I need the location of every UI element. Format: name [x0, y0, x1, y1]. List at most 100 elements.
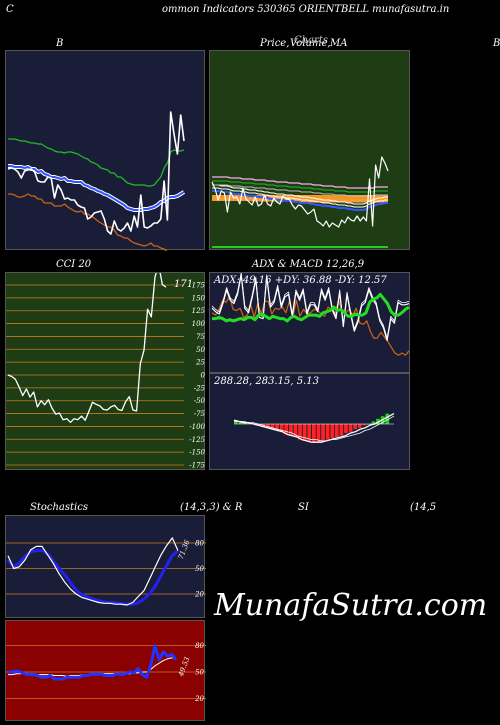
adx-line [212, 292, 410, 323]
cci-chart: 175 150 125 100 75 50 25 0 -25 -50 -75 -100 -125 -150… [6, 273, 206, 470]
macd-histogram-bar [284, 424, 289, 435]
price-line [7, 111, 185, 235]
macd-histogram-bar [293, 424, 298, 437]
macd-histogram-bar [234, 420, 238, 424]
minus-dy-line [211, 296, 410, 356]
cci-tick-label: -25 [194, 384, 206, 392]
cci-tick-label: 100 [192, 320, 206, 328]
cci-tick-label: 25 [195, 359, 205, 367]
rsi-value-label: 49.53 [177, 655, 192, 678]
rsi-chart: 80 50 20 49.53 [6, 642, 206, 703]
stoch-label: Stochastics [30, 502, 88, 513]
macd-values: 288.28, 283.15, 5.13 [214, 376, 319, 387]
stoch-k-line [7, 537, 179, 606]
cci-label: CCI 20 [56, 259, 92, 270]
macd-histogram-bar [275, 424, 279, 431]
ma-line-grey [212, 184, 388, 197]
macd-chart [233, 413, 395, 443]
macd-histogram-bar [321, 424, 325, 441]
cci-tick-label: 150 [192, 294, 206, 302]
macd-histogram-bar [376, 418, 380, 424]
macd-histogram-bar [325, 424, 330, 440]
ma-line-green [212, 180, 388, 193]
si-label: SI [298, 502, 309, 513]
macd-histogram-bar [348, 424, 353, 432]
cci-tick-label: 125 [192, 307, 206, 315]
ma-line-white [212, 184, 388, 205]
adx-chart [211, 273, 410, 356]
bb-label: B [56, 38, 64, 49]
macd-histogram-bar [302, 424, 307, 441]
macd-histogram-bar [339, 424, 344, 436]
cci-tick-label: 0 [201, 372, 206, 380]
right-cut-label: B [493, 38, 500, 49]
plus-dy-line [211, 274, 410, 342]
macd-histogram-bar [316, 424, 321, 443]
cci-line [7, 273, 167, 423]
macd-histogram-bar [344, 424, 348, 434]
cci-panel: 175 150 125 100 75 50 25 0 -25 -50 -75 -100 -125 -150… [5, 272, 206, 470]
macd-histogram-bar [266, 424, 270, 428]
cci-value-label: 171 [174, 279, 193, 290]
macd-panel: 288.28, 283.15, 5.13 [209, 373, 410, 470]
cci-tick-label: -150 [189, 449, 205, 457]
price-label-a: Price, [260, 38, 290, 49]
macd-histogram-bar [334, 424, 339, 437]
price-ma-chart [211, 156, 389, 248]
stochastics-chart: 80 50 20 71.36 [6, 537, 206, 606]
macd-histogram-bar [353, 424, 357, 430]
macd-histogram-bar [330, 424, 335, 439]
stoch-tick-label: 80 [195, 540, 204, 548]
rsi-tick-label: 20 [194, 695, 204, 703]
ma-line-white-2 [212, 187, 388, 208]
stoch-tick-label: 50 [195, 565, 204, 573]
cci-tick-label: -100 [189, 423, 205, 431]
si-params: (14,5 [410, 502, 437, 513]
volume-band [212, 195, 388, 201]
macd-histogram-bar [362, 424, 367, 426]
stochastics-panel: 80 50 20 71.36 [5, 515, 206, 618]
stoch-d-line [6, 549, 179, 606]
macd-histogram-bar [243, 422, 247, 424]
cci-tick-label: -75 [194, 410, 206, 418]
rsi-tick-label: 80 [195, 642, 204, 650]
stoch-value-label: 71.36 [177, 538, 192, 560]
rsi-line [8, 644, 178, 681]
middle-band-line [8, 165, 185, 211]
adx-panel: ADX: 49.16 +DY: 36.88 -DY: 12.57 [209, 272, 410, 373]
cci-tick-label: 175 [192, 282, 206, 290]
rsi-tick-label: 50 [195, 669, 204, 677]
cci-tick-label: -125 [189, 436, 205, 444]
stoch-params: (14,3,3) & R [180, 502, 243, 513]
brand-watermark: MunafaSutra.com [214, 588, 488, 623]
cci-tick-label: -175 [189, 462, 205, 470]
macd-histogram-bar [238, 421, 243, 424]
lower-band-line [8, 193, 168, 251]
adx-label: ADX & MACD 12,26,9 [252, 259, 365, 270]
plus-dy-line-2 [211, 273, 410, 339]
macd-histogram-bar [357, 424, 362, 428]
cci-tick-label: 75 [196, 333, 205, 341]
macd-histogram-bar [371, 421, 376, 424]
cci-tick-label: 50 [196, 346, 205, 354]
macd-histogram-bar [298, 424, 302, 440]
cci-tick-label: -50 [194, 397, 206, 405]
price-label-overlay: Charts [294, 35, 328, 46]
ma-line-pink [212, 176, 388, 189]
page-title: ommon Indicators 530365 ORIENTBELL munaf… [162, 4, 450, 15]
bollinger-panel [5, 50, 205, 251]
price-line [211, 156, 389, 228]
macd-line [233, 413, 395, 443]
header-letter: C [6, 4, 14, 15]
adx-values: ADX: 49.16 +DY: 36.88 -DY: 12.57 [214, 275, 387, 286]
macd-histogram-bar [385, 413, 390, 424]
rsi-panel: 80 50 20 49.53 [5, 620, 206, 721]
macd-histogram-bar [307, 424, 312, 443]
price-label-c: MA [330, 38, 348, 49]
price-ma-panel [209, 50, 410, 250]
macd-histogram-bar [289, 424, 293, 436]
macd-histogram-bar [256, 424, 261, 426]
macd-histogram-bar [312, 424, 316, 443]
bollinger-chart [7, 111, 186, 251]
signal-line [234, 415, 395, 442]
